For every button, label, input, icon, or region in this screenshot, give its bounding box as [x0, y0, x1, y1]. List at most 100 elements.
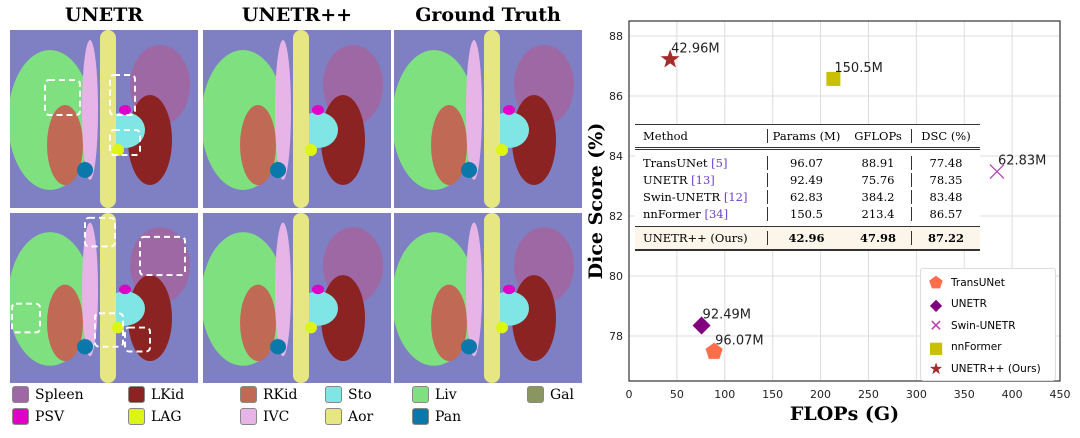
color-swatch [527, 386, 544, 403]
cell-params: 62.83 [790, 189, 823, 204]
citation-link[interactable]: [5] [711, 155, 728, 170]
legend-item-transunet: ⬟ TransUNet [921, 272, 1055, 294]
organ-label: Gal [550, 386, 575, 403]
organ-legend-liv: Liv [412, 386, 457, 403]
cell-method: UNETR [13] [635, 172, 768, 187]
segmentation-panel-unetr-2 [10, 213, 198, 383]
citation-link[interactable]: [13] [691, 172, 715, 187]
x-tick-label: 150 [762, 388, 783, 401]
citation-link[interactable]: [34] [704, 206, 729, 221]
x-tick-label: 450 [1050, 388, 1071, 401]
cell-dsc: 83.48 [929, 189, 963, 204]
cell-method: TransUNet [5] [635, 155, 768, 170]
legend-item-unetr-ours-: ★ UNETR++ (Ours) [921, 358, 1055, 380]
error-highlight-box [11, 302, 41, 334]
color-swatch [128, 386, 145, 403]
color-swatch [128, 408, 145, 425]
legend-item-unetr: ◆ UNETR [921, 294, 1055, 316]
error-highlight-box [124, 326, 151, 353]
header-method: Method [635, 129, 768, 143]
color-swatch [412, 386, 429, 403]
organ-legend-pan: Pan [412, 408, 461, 425]
color-swatch [240, 408, 257, 425]
table-row: UNETR [13] 92.49 75.76 78.35 [635, 171, 980, 188]
error-highlight-box [109, 129, 141, 156]
organ-legend-lag: LAG [128, 408, 182, 425]
table-row: TransUNet [5] 96.07 88.91 77.48 [635, 154, 980, 171]
color-swatch [412, 408, 429, 425]
segmentation-panel-unetr-1 [10, 30, 198, 208]
organ-legend-spleen: Spleen [12, 386, 84, 403]
data-point-swin-unetr [989, 164, 1005, 180]
legend-label: UNETR++ (Ours) [951, 362, 1041, 375]
header-gflops: GFLOPs [845, 129, 912, 143]
column-title-unetr: UNETR [64, 4, 144, 26]
organ-label: RKid [263, 386, 298, 403]
color-swatch [325, 386, 342, 403]
data-point-unetr-ours- [660, 49, 680, 68]
legend-marker-icon: ★ [928, 359, 944, 379]
error-highlight-box [94, 312, 124, 348]
cell-gflops: 47.98 [845, 231, 912, 245]
data-label: 42.96M [671, 41, 719, 56]
error-highlight-box [109, 74, 136, 116]
table-header: Method Params (M) GFLOPs DSC (%) [635, 125, 980, 150]
legend-marker-icon: ◆ [929, 294, 943, 314]
error-highlight-box [84, 216, 116, 248]
data-point-unetr [692, 316, 711, 335]
organ-legend-sto: Sto [325, 386, 372, 403]
column-title-ground-truth: Ground Truth [415, 4, 561, 26]
legend-marker-icon: ■ [928, 337, 944, 357]
cell-params: 92.49 [790, 172, 823, 187]
organ-legend-aor: Aor [325, 408, 373, 425]
cell-gflops: 213.4 [845, 206, 912, 221]
data-point-transunet [705, 342, 723, 359]
legend-item-nnformer: ■ nnFormer [921, 337, 1055, 359]
error-highlight-box [139, 235, 186, 277]
data-point-nnformer [826, 71, 841, 86]
x-tick-label: 400 [1002, 388, 1023, 401]
table-row: Swin-UNETR [12] 62.83 384.2 83.48 [635, 188, 980, 205]
y-tick-label: 88 [609, 30, 623, 43]
x-axis-label: FLOPs (G) [790, 403, 899, 425]
organ-label: Liv [435, 386, 457, 403]
organ-label: Sto [348, 386, 372, 403]
legend-label: Swin-UNETR [951, 319, 1016, 332]
data-label: 96.07M [715, 334, 763, 349]
citation-link[interactable]: [12] [723, 189, 748, 204]
cell-params: 42.96 [788, 231, 825, 245]
color-swatch [240, 386, 257, 403]
legend-label: TransUNet [951, 276, 1005, 289]
header-params: Params (M) [772, 129, 841, 143]
column-title-unetrpp: UNETR++ [241, 4, 353, 26]
table-row: nnFormer [34] 150.5 213.4 86.57 [635, 205, 980, 222]
x-tick-label: 300 [906, 388, 927, 401]
y-tick-label: 86 [609, 90, 623, 103]
cell-gflops: 75.76 [845, 172, 912, 187]
chart-legend: ⬟ TransUNet ◆ UNETR ✕ Swin-UNETR ■ nnFormer ★ UNE… [920, 268, 1056, 381]
organ-label: IVC [263, 408, 290, 425]
cell-gflops: 384.2 [845, 189, 912, 204]
cell-method: UNETR++ (Ours) [635, 231, 768, 245]
x-tick-label: 50 [670, 388, 684, 401]
color-swatch [12, 408, 29, 425]
organ-legend-rkid: RKid [240, 386, 297, 403]
cell-dsc: 78.35 [929, 172, 963, 187]
organ-legend-lkid: LKid [128, 386, 184, 403]
organ-label: LAG [151, 408, 182, 425]
x-tick-label: 350 [954, 388, 975, 401]
organ-label: Spleen [35, 386, 84, 403]
cell-dsc: 77.48 [929, 155, 963, 170]
y-tick-label: 84 [609, 150, 623, 163]
segmentation-panel-ground-truth-1 [394, 30, 582, 208]
cell-dsc: 87.22 [927, 231, 964, 245]
legend-item-swin-unetr: ✕ Swin-UNETR [921, 315, 1055, 337]
cell-method: nnFormer [34] [635, 206, 768, 221]
legend-marker-icon: ✕ [929, 316, 943, 336]
color-swatch [325, 408, 342, 425]
organ-label: PSV [35, 408, 65, 425]
legend-label: nnFormer [951, 341, 1002, 354]
cell-dsc: 86.57 [929, 206, 963, 221]
table-row-ours: UNETR++ (Ours) 42.96 47.98 87.22 [635, 226, 980, 249]
y-axis-label: Dice Score (%) [585, 123, 607, 280]
